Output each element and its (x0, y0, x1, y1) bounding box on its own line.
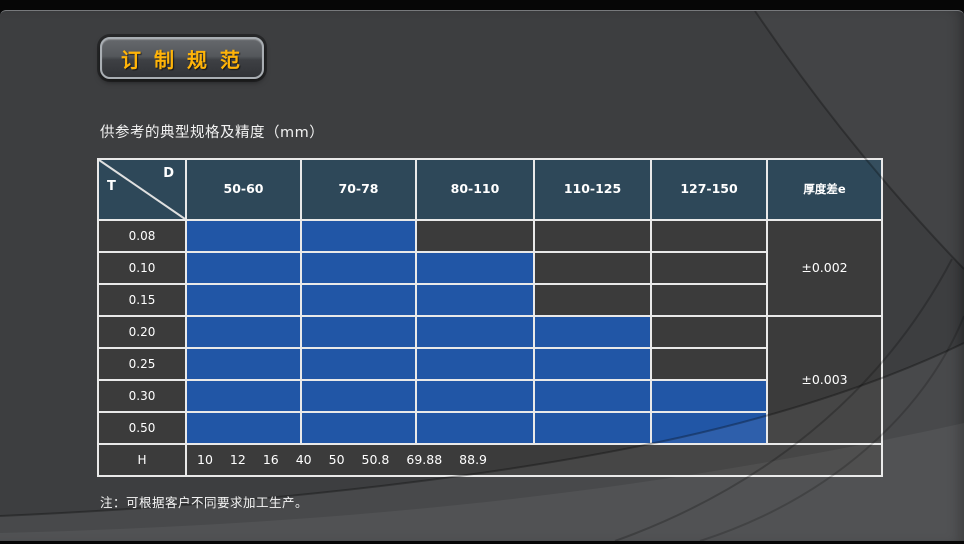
spec-cell-filled (187, 413, 300, 443)
h-value: 10 (197, 451, 213, 467)
spec-cell-filled (187, 221, 300, 251)
column-header: 70-78 (302, 160, 415, 219)
spec-cell-filled (417, 285, 533, 315)
spec-cell-empty (652, 317, 766, 347)
spec-cell-filled (302, 349, 415, 379)
tolerance-column-header: 厚度差e (768, 160, 881, 219)
h-value: 50 (328, 451, 345, 467)
table-corner-cell: D T (99, 160, 185, 219)
corner-label-t: T (107, 179, 116, 194)
spec-cell-filled (535, 317, 650, 347)
row-label: 0.20 (99, 317, 185, 347)
spec-cell-filled (187, 381, 300, 411)
spec-cell-filled (302, 317, 415, 347)
page-subtitle: 供参考的典型规格及精度（mm） (100, 125, 325, 141)
row-label: 0.08 (99, 221, 185, 251)
spec-table: D T 50-60 70-78 80-110 110-125 127-150 厚度差e 0.… (97, 158, 883, 477)
row-label: 0.25 (99, 349, 185, 379)
spec-cell-empty (652, 285, 766, 315)
corner-diagonal-line (99, 160, 185, 219)
row-label: 0.30 (99, 381, 185, 411)
corner-label-d: D (163, 166, 174, 181)
h-value: 16 (262, 451, 279, 467)
spec-cell-filled (302, 285, 415, 315)
spec-cell-filled (187, 349, 300, 379)
note-text: 注：可根据客户不同要求加工生产。 (100, 495, 309, 510)
spec-cell-filled (302, 221, 415, 251)
spec-cell-empty (535, 285, 650, 315)
h-value: 50.8 (361, 451, 390, 467)
slide-title-button: 订 制 规 范 (100, 37, 264, 79)
spec-cell-empty (535, 253, 650, 283)
spec-cell-filled (187, 317, 300, 347)
spec-cell-filled (417, 253, 533, 283)
column-header: 50-60 (187, 160, 300, 219)
column-header: 127-150 (652, 160, 766, 219)
row-label: 0.50 (99, 413, 185, 443)
spec-cell-filled (417, 413, 533, 443)
spec-cell-filled (535, 413, 650, 443)
spec-cell-filled (652, 381, 766, 411)
spec-cell-filled (652, 413, 766, 443)
spec-cell-filled (417, 381, 533, 411)
spec-cell-empty (417, 221, 533, 251)
h-row-label: H (99, 445, 185, 475)
row-label: 0.15 (99, 285, 185, 315)
spec-cell-filled (187, 285, 300, 315)
spec-cell-filled (535, 381, 650, 411)
h-values: 10 12 16 40 50 50.8 69.88 88.9 (187, 445, 881, 475)
slide-title: 订 制 规 范 (121, 47, 243, 72)
h-value: 69.88 (406, 451, 443, 467)
spec-cell-filled (535, 349, 650, 379)
spec-cell-filled (417, 349, 533, 379)
spec-cell-filled (302, 253, 415, 283)
spec-cell-filled (417, 317, 533, 347)
spec-cell-empty (652, 253, 766, 283)
spec-cell-empty (535, 221, 650, 251)
h-value: 12 (229, 451, 246, 467)
h-value: 40 (295, 451, 312, 467)
spec-cell-empty (652, 349, 766, 379)
spec-cell-empty (652, 221, 766, 251)
spec-cell-filled (187, 253, 300, 283)
tolerance-cell: ±0.002 (768, 221, 881, 315)
h-value: 88.9 (459, 451, 488, 467)
column-header: 110-125 (535, 160, 650, 219)
spec-cell-filled (302, 413, 415, 443)
slide-background: 订 制 规 范 供参考的典型规格及精度（mm） D T 50-60 70-78 80… (0, 10, 964, 541)
tolerance-cell: ±0.003 (768, 317, 881, 443)
row-label: 0.10 (99, 253, 185, 283)
spec-cell-filled (302, 381, 415, 411)
column-header: 80-110 (417, 160, 533, 219)
